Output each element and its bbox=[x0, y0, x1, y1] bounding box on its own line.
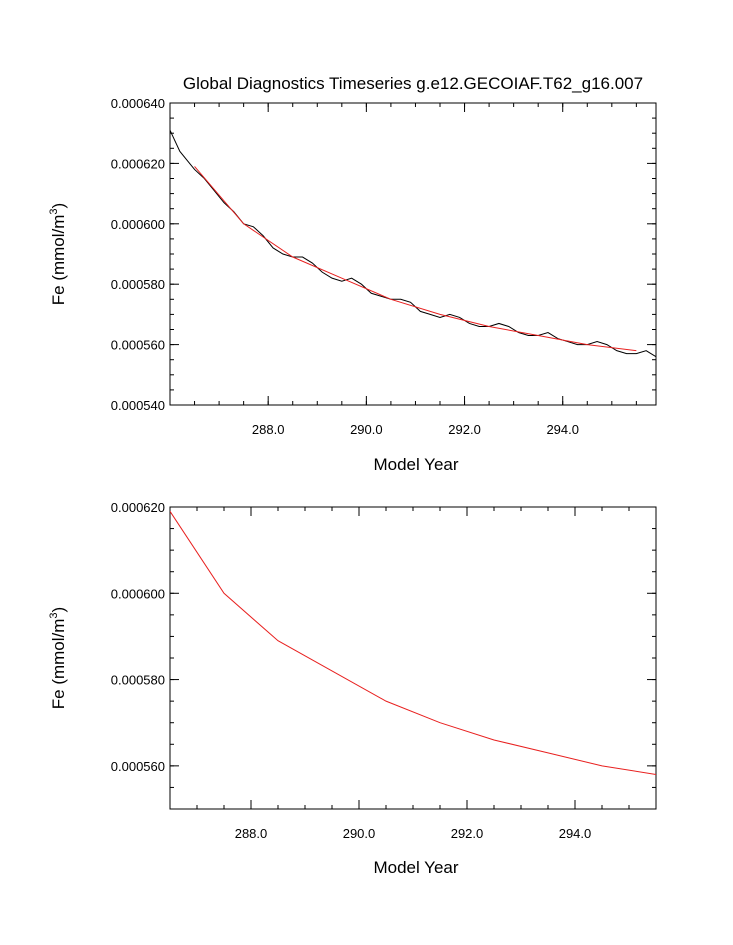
y-axis-title-main: Fe (mmol/m bbox=[49, 619, 68, 710]
x-axis-title: Model Year bbox=[373, 455, 458, 474]
y-tick-label: 0.000560 bbox=[111, 759, 165, 774]
x-tick-label: 294.0 bbox=[559, 826, 592, 841]
x-tick-label: 288.0 bbox=[252, 422, 285, 437]
x-tick-label: 292.0 bbox=[448, 422, 481, 437]
x-tick-label: 294.0 bbox=[546, 422, 579, 437]
timeseries-panel-monthly: 288.0 290.0 292.0 294.0 0.000540 0.000560 0.00… bbox=[48, 96, 657, 474]
y-tick-label: 0.000600 bbox=[111, 586, 165, 601]
y-axis-title-main: Fe (mmol/m bbox=[49, 215, 68, 306]
y-tick-label: 0.000620 bbox=[111, 156, 165, 171]
x-axis-title: Model Year bbox=[373, 858, 458, 877]
y-axis-title-close: ) bbox=[49, 203, 68, 209]
x-tick-label: 290.0 bbox=[350, 422, 383, 437]
y-tick-label: 0.000580 bbox=[111, 673, 165, 688]
y-tick-label: 0.000560 bbox=[111, 338, 165, 353]
y-tick-label: 0.000620 bbox=[111, 500, 165, 515]
y-axis-title: Fe (mmol/m3) bbox=[48, 607, 68, 709]
y-tick-label: 0.000600 bbox=[111, 217, 165, 232]
y-tick-label: 0.000540 bbox=[111, 398, 165, 413]
series-line-annual-mean bbox=[170, 511, 656, 775]
plot-frame bbox=[169, 102, 657, 406]
y-tick-label: 0.000640 bbox=[111, 96, 165, 111]
x-tick-label: 290.0 bbox=[343, 826, 376, 841]
y-axis-title-superscript: 3 bbox=[48, 612, 60, 618]
series-line-monthly bbox=[170, 129, 656, 358]
x-tick-label: 288.0 bbox=[235, 826, 268, 841]
plot-frame bbox=[169, 506, 657, 810]
y-tick-label: 0.000580 bbox=[111, 277, 165, 292]
x-tick-label: 292.0 bbox=[451, 826, 484, 841]
y-axis-title-superscript: 3 bbox=[48, 208, 60, 214]
timeseries-panel-annual: 288.0 290.0 292.0 294.0 0.000560 0.000580 0.00… bbox=[48, 500, 657, 877]
y-axis-title-close: ) bbox=[49, 607, 68, 613]
series-line-annual-mean bbox=[194, 166, 637, 352]
chart-title: Global Diagnostics Timeseries g.e12.GECO… bbox=[183, 74, 643, 93]
y-axis-title: Fe (mmol/m3) bbox=[48, 203, 68, 305]
